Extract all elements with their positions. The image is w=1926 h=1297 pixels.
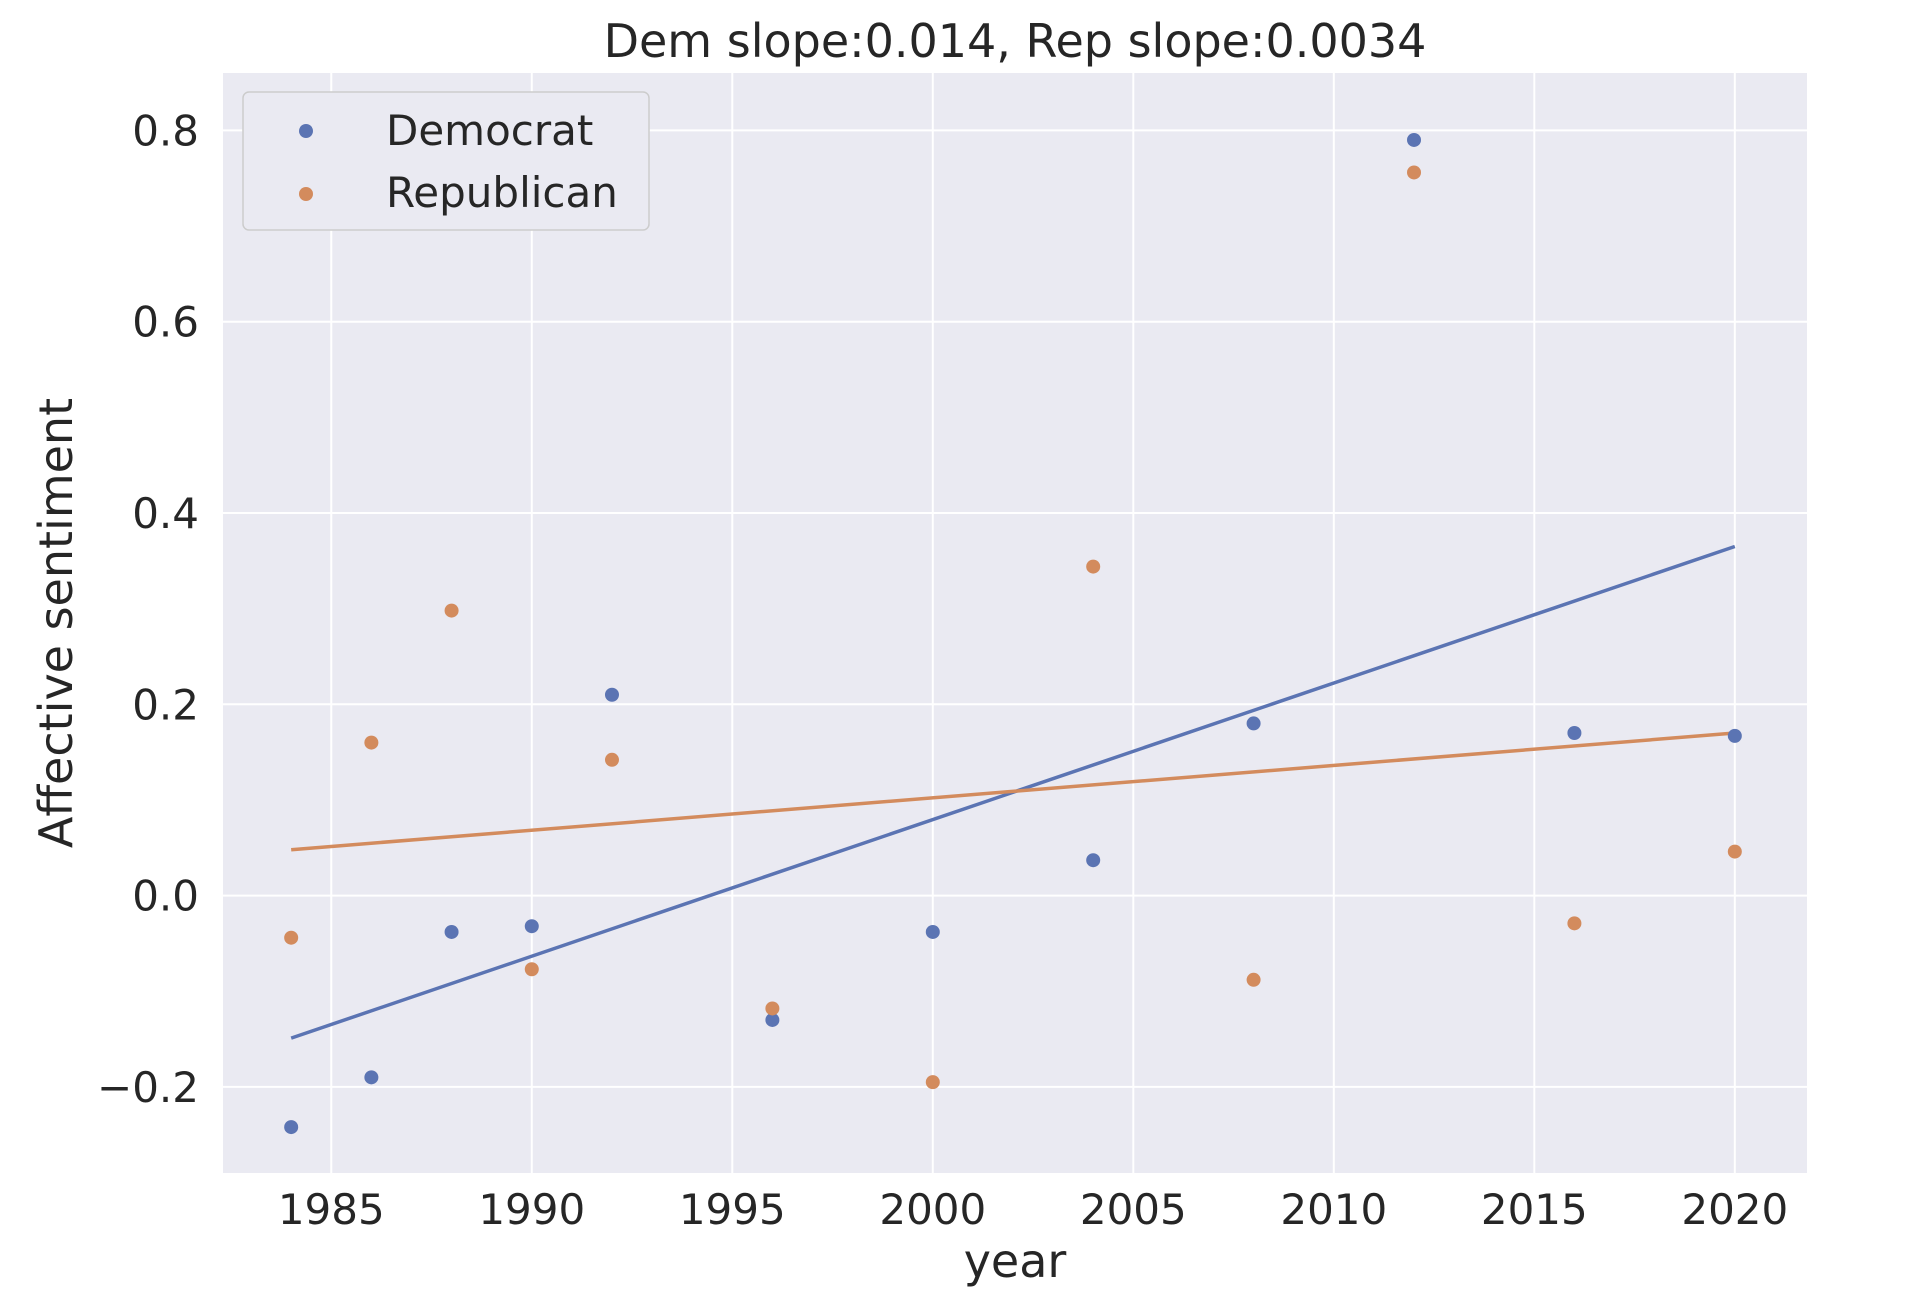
plot-background xyxy=(223,73,1807,1173)
legend-marker-democrat xyxy=(299,124,313,138)
x-tick-label: 1985 xyxy=(278,1185,385,1234)
point-republican xyxy=(604,752,619,767)
x-tick-label: 2005 xyxy=(1080,1185,1187,1234)
point-democrat xyxy=(1086,853,1101,868)
x-tick-label: 1995 xyxy=(679,1185,786,1234)
point-republican xyxy=(1407,165,1422,180)
point-republican xyxy=(925,1075,940,1090)
y-tick-label: 0.6 xyxy=(132,298,199,347)
point-democrat xyxy=(1727,728,1742,743)
point-democrat xyxy=(1567,726,1582,740)
point-republican xyxy=(284,930,299,945)
point-republican xyxy=(1086,559,1101,574)
x-axis-title: year xyxy=(964,1234,1067,1288)
y-axis-title: Affective sentiment xyxy=(29,398,83,848)
data-points xyxy=(284,132,1742,1135)
y-tick-label: 0.4 xyxy=(132,489,199,538)
y-tick-label: 0.2 xyxy=(132,680,199,729)
y-tick-label: 0.0 xyxy=(132,872,199,921)
point-democrat xyxy=(1246,716,1261,731)
point-republican xyxy=(1246,972,1261,987)
point-republican xyxy=(1567,916,1582,931)
point-republican xyxy=(444,603,459,618)
point-democrat xyxy=(925,924,940,939)
point-democrat xyxy=(284,1120,299,1135)
x-tick-label: 2010 xyxy=(1280,1185,1387,1234)
point-democrat xyxy=(1407,132,1422,147)
y-tick-label: −0.2 xyxy=(97,1063,199,1112)
x-tick-labels: 1985 1990 1995 2000 2005 2010 2015 2020 xyxy=(278,1185,1788,1234)
legend-marker-republican xyxy=(299,187,313,201)
point-democrat xyxy=(444,924,459,939)
point-democrat xyxy=(604,687,619,702)
fit-lines xyxy=(290,544,1736,1040)
fit-line-republican xyxy=(291,731,1735,852)
point-democrat xyxy=(524,919,539,934)
point-republican xyxy=(1727,844,1742,859)
x-tick-label: 2015 xyxy=(1481,1185,1588,1234)
chart-title: Dem slope:0.014, Rep slope:0.0034 xyxy=(604,14,1427,68)
x-tick-label: 2000 xyxy=(879,1185,986,1234)
point-republican xyxy=(765,1001,780,1016)
y-tick-label: 0.8 xyxy=(132,106,199,155)
x-tick-label: 2020 xyxy=(1681,1185,1788,1234)
legend-box xyxy=(242,91,650,231)
legend: Democrat Republican xyxy=(242,91,650,231)
x-tick-label: 1990 xyxy=(478,1185,585,1234)
point-republican xyxy=(524,962,539,977)
grid xyxy=(223,73,1807,1173)
point-republican xyxy=(364,735,379,750)
point-democrat xyxy=(765,1012,780,1027)
y-tick-labels: −0.2 0.0 0.2 0.4 0.6 0.8 xyxy=(97,106,199,1112)
legend-label-republican: Republican xyxy=(386,168,618,217)
point-democrat xyxy=(364,1070,379,1085)
legend-label-democrat: Democrat xyxy=(386,106,593,155)
